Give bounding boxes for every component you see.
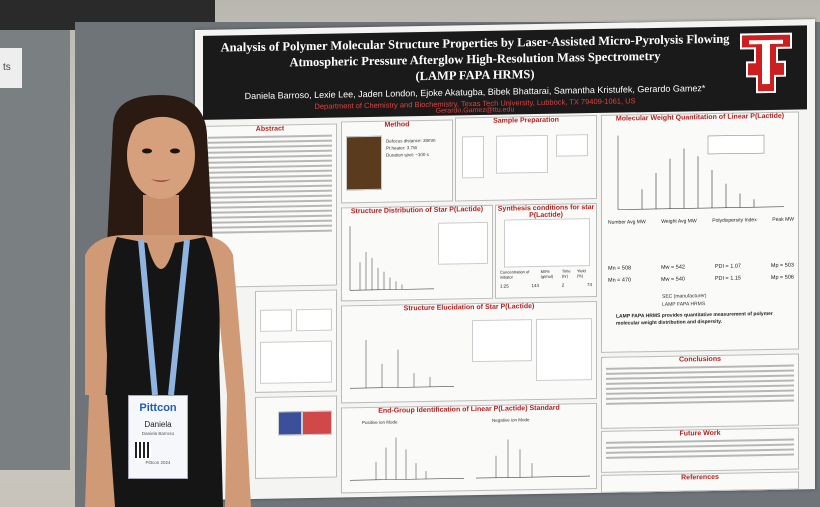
mw-label: Weight Avg MW — [661, 218, 697, 225]
star-spectrum-chart — [349, 226, 434, 291]
mw-spectrum-chart — [617, 134, 784, 210]
board-post — [0, 30, 70, 470]
mw-conclusion: LAMP FAPA HRMS provides quantitative mea… — [616, 310, 773, 327]
mw-label: Peak MW — [772, 216, 794, 223]
star-distribution-heading: Structure Distribution of Star P(Lactide… — [350, 205, 484, 216]
mw-value: PDI = 1.07 — [714, 263, 741, 270]
mw-quant-heading: Molecular Weight Quantitation of Linear … — [615, 112, 785, 123]
table-header: Time (hr) — [561, 268, 571, 279]
star-elucidation-heading: Structure Elucidation of Star P(Lactide) — [403, 303, 535, 313]
texas-tech-logo-icon — [740, 32, 792, 94]
sample-prep-heading: Sample Preparation — [493, 116, 559, 125]
mw-value: Mp = 503 — [770, 262, 794, 269]
mw-label: Polydispersity Index — [712, 217, 757, 224]
name-badge: Pittcon Daniela Daniela Barroso Pittcon … — [128, 395, 188, 479]
method-heading: Method — [384, 121, 410, 129]
conclusions-box: Conclusions — [601, 353, 799, 429]
references-heading: References — [681, 473, 719, 482]
badge-event: Pittcon 2024 — [145, 460, 171, 465]
table-header: Concentration of initiator — [500, 269, 530, 280]
table-cell: 144 — [531, 282, 539, 289]
mw-quant-box: Molecular Weight Quantitation of Linear … — [601, 111, 799, 353]
references-box: References — [601, 471, 799, 493]
mw-value: Mp = 506 — [770, 274, 794, 281]
research-poster: Analysis of Polymer Molecular Structure … — [195, 19, 815, 501]
badge-brand: Pittcon — [139, 402, 177, 414]
side-card: ts — [0, 48, 22, 88]
method-box: Method Defocus distance: 38mm Pt heater:… — [341, 119, 453, 204]
mw-value: PDI = 1.15 — [714, 275, 741, 282]
end-group-heading: End-Group Identification of Linear P(Lac… — [378, 404, 560, 415]
poster-banner: Analysis of Polymer Molecular Structure … — [203, 25, 807, 120]
mw-value: Mw = 540 — [660, 276, 685, 283]
table-header: M/I% (g/mol) — [540, 268, 554, 279]
sample-prep-box: Sample Preparation — [455, 114, 597, 202]
table-cell: 2 — [561, 282, 565, 288]
mw-value: Mn = 508 — [608, 265, 632, 272]
badge-qr-icon — [135, 442, 151, 458]
positive-spectrum-chart — [350, 437, 464, 481]
poster-title: Analysis of Polymer Molecular Structure … — [215, 31, 735, 88]
synthesis-box: Synthesis conditions for star P(Lactide)… — [495, 202, 597, 299]
negative-mode-label: Negative ion Mode — [492, 417, 530, 423]
badge-details: Daniela Barroso — [141, 431, 175, 436]
end-group-box: End-Group Identification of Linear P(Lac… — [341, 402, 597, 494]
elucidation-spectrum-chart — [350, 340, 454, 389]
conclusions-heading: Conclusions — [678, 355, 721, 364]
legend-item: LAMP FAPA HRMS — [662, 301, 706, 308]
positive-mode-label: Positive ion Mode — [362, 419, 398, 426]
mw-value: Mw = 542 — [660, 264, 685, 271]
table-header: Yield (%) — [576, 268, 586, 279]
badge-name: Daniela — [144, 420, 172, 429]
star-distribution-box: Structure Distribution of Star P(Lactide… — [341, 204, 493, 302]
mw-value: Mn = 470 — [608, 277, 632, 284]
method-bullet: Duration spot: ~100 s — [386, 151, 429, 158]
negative-spectrum-chart — [476, 439, 590, 479]
table-cell: 74 — [586, 282, 592, 288]
future-work-box: Future Work — [601, 427, 799, 473]
star-elucidation-box: Structure Elucidation of Star P(Lactide) — [341, 300, 597, 404]
table-cell: 1:25 — [500, 283, 509, 289]
mw-label: Number Avg MW — [608, 219, 646, 226]
future-work-heading: Future Work — [679, 429, 721, 438]
